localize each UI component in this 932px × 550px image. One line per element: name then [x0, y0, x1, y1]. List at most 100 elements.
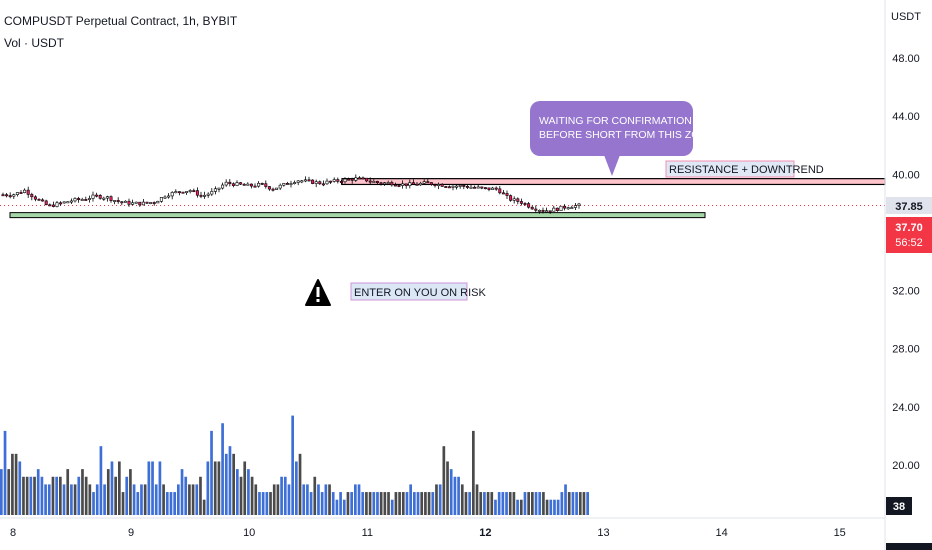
candle-body	[440, 184, 444, 187]
candle-body	[534, 208, 538, 211]
candle-body	[15, 192, 19, 195]
volume-bar	[11, 453, 14, 515]
candle-body	[548, 210, 552, 213]
candle-body	[105, 196, 109, 199]
volume-bar	[486, 492, 490, 515]
time-tick-label: 11	[362, 527, 373, 539]
volume-bar	[571, 492, 575, 515]
volume-bar	[416, 492, 420, 515]
warning-triangle-icon	[305, 279, 331, 306]
price-tick-label: 48.00	[892, 53, 920, 65]
candle-body	[541, 209, 545, 212]
volume-bar	[132, 484, 136, 515]
volume-bar	[413, 492, 416, 515]
volume-bar	[464, 492, 468, 515]
volume-bar	[140, 484, 143, 515]
candle-body	[307, 179, 311, 182]
volume-bar	[453, 476, 457, 515]
candle-body	[275, 187, 279, 190]
volume-bar	[280, 476, 283, 515]
candle-body	[41, 199, 45, 202]
candle-body	[188, 190, 192, 193]
callout-bubble: WAITING FOR CONFIRMATION BEFORE SHORT FR…	[530, 101, 714, 176]
volume-bar	[136, 492, 140, 515]
candle-body	[264, 183, 268, 187]
volume-bar	[84, 476, 88, 515]
volume-bar	[287, 484, 291, 515]
candle-body	[404, 183, 408, 186]
volume-bar	[490, 492, 494, 515]
price-tick-label: 24.00	[892, 402, 920, 414]
volume-bar	[494, 499, 497, 515]
candle-body	[192, 190, 196, 193]
volume-bar	[449, 469, 453, 515]
candle-body	[303, 179, 307, 182]
candle-body	[512, 198, 516, 201]
candle-body	[174, 191, 178, 194]
current-price-tag: 37.70 56:52	[886, 217, 932, 253]
candle-body	[8, 195, 12, 198]
volume-bar	[151, 461, 154, 515]
candle-body	[51, 204, 55, 207]
volume-bar	[81, 469, 84, 515]
candle-body	[332, 179, 336, 182]
candle-body	[12, 194, 16, 197]
volume-bar	[188, 484, 191, 515]
candle-body	[19, 192, 23, 194]
candle-body	[134, 201, 138, 204]
volume-bar	[501, 492, 505, 515]
volume-bar	[173, 492, 176, 515]
volume-bar	[77, 476, 81, 515]
candle-body	[102, 197, 106, 200]
volume-bar	[202, 499, 206, 515]
volume-bar	[564, 484, 567, 515]
volume-bar	[169, 492, 173, 515]
volume-bar	[99, 446, 103, 515]
volume-bar	[302, 484, 306, 515]
candle-body	[465, 185, 469, 188]
volume-bar	[59, 476, 62, 515]
candle-body	[487, 187, 491, 190]
time-axis[interactable]: 8 9 10 11 12 13 14 15	[10, 527, 846, 539]
candle-body	[505, 193, 509, 196]
volume-bar	[88, 484, 92, 515]
volume-bar	[184, 476, 188, 515]
candle-body	[577, 203, 581, 206]
candle-body	[80, 199, 84, 201]
volume-bar	[121, 492, 125, 515]
candle-body	[159, 197, 163, 202]
candle-body	[570, 207, 574, 210]
volume-bar	[92, 492, 95, 515]
candle-body	[48, 204, 52, 207]
candle-body	[433, 184, 437, 187]
candle-body	[271, 188, 275, 191]
candle-body	[523, 203, 527, 205]
volume-bar	[435, 484, 438, 515]
volume-bar	[365, 492, 368, 515]
candle-body	[375, 180, 379, 184]
candle-body	[116, 200, 120, 202]
volume-bar	[14, 453, 18, 515]
volume-bars	[0, 415, 589, 515]
callout-line-2: BEFORE SHORT FROM THIS ZONE	[539, 129, 714, 141]
candle-body	[210, 191, 214, 195]
current-price-value: 37.70	[895, 222, 923, 234]
candle-body	[249, 183, 253, 187]
callout-line-1: WAITING FOR CONFIRMATION	[539, 115, 692, 127]
candle-body	[408, 182, 412, 186]
volume-bar	[578, 492, 582, 515]
candle-body	[246, 183, 250, 186]
volume-bar	[401, 492, 405, 515]
candle-body	[23, 189, 27, 193]
candle-body	[483, 187, 487, 190]
candle-body	[109, 196, 113, 201]
candle-body	[368, 180, 372, 183]
volume-bar	[582, 492, 586, 515]
volume-bar	[261, 492, 265, 515]
time-tick-label: 12	[479, 527, 491, 539]
candle-body	[282, 183, 286, 186]
volume-bar	[317, 484, 320, 515]
candle-body	[365, 177, 369, 182]
price-axis[interactable]: 48.00 44.00 40.00 32.00 28.00 24.00 20.00	[892, 53, 920, 472]
